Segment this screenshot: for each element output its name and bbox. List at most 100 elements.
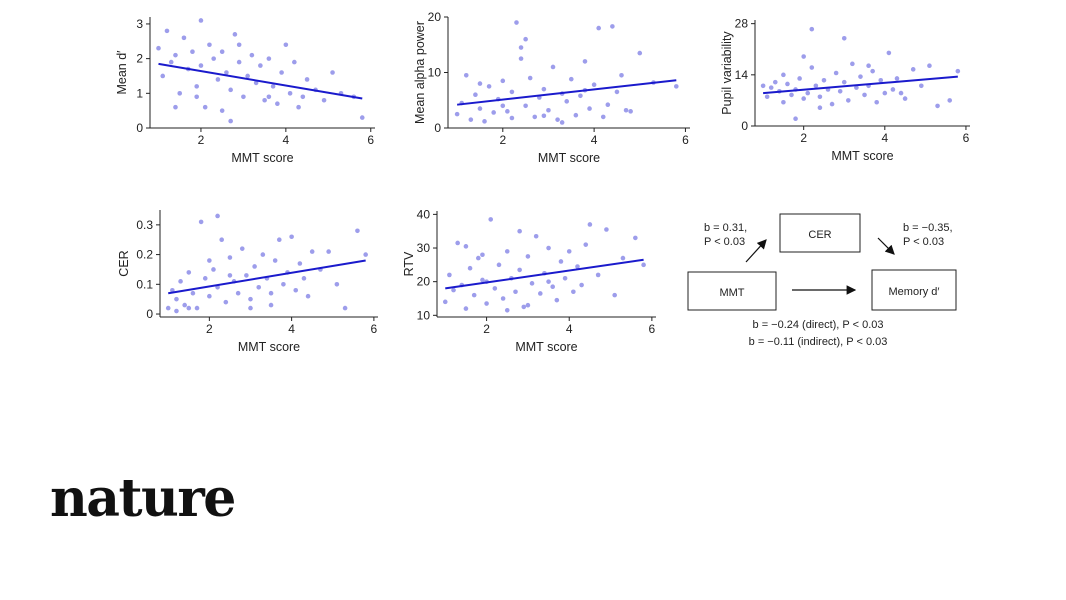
y-axis-label: Mean d′ (115, 50, 129, 95)
data-point (300, 94, 306, 100)
data-point (833, 70, 839, 76)
data-point (846, 98, 851, 103)
data-point (359, 115, 365, 120)
data-point (236, 59, 242, 65)
y-tick-label: 3 (136, 17, 143, 31)
data-point (266, 94, 272, 100)
data-point (555, 117, 560, 122)
data-point (287, 91, 293, 96)
data-point (566, 249, 572, 254)
data-point (927, 63, 932, 68)
data-point (817, 94, 823, 100)
data-point (477, 106, 483, 111)
data-point (801, 96, 806, 101)
cer-box-label: CER (808, 229, 831, 241)
data-point (500, 103, 506, 109)
data-point (164, 28, 170, 34)
data-point (488, 217, 494, 222)
x-tick-label: 4 (591, 133, 598, 147)
data-point (890, 87, 896, 92)
data-point (289, 234, 294, 240)
data-point (841, 35, 847, 41)
data-point (546, 245, 551, 251)
data-point (809, 26, 815, 32)
data-point (517, 267, 522, 273)
trend-line (763, 75, 958, 95)
data-point (518, 45, 524, 50)
data-point (190, 49, 195, 54)
y-axis-label: Pupil variability (720, 31, 734, 115)
y-tick-label: 0.2 (136, 248, 153, 262)
data-point (227, 273, 233, 278)
data-point (363, 252, 368, 257)
data-point (451, 287, 456, 293)
x-tick-label: 6 (963, 131, 970, 145)
data-point (454, 111, 460, 117)
data-point (279, 70, 284, 75)
data-point (252, 264, 257, 269)
data-point (591, 82, 597, 88)
data-point (219, 237, 224, 243)
data-point (224, 70, 229, 75)
data-point (198, 63, 204, 68)
data-point (571, 289, 576, 295)
data-point (492, 286, 498, 291)
data-point (182, 302, 187, 308)
data-point (239, 246, 245, 251)
data-point (562, 276, 568, 281)
data-point (583, 242, 589, 247)
path-b-p: P < 0.03 (903, 236, 944, 248)
data-point (801, 54, 806, 59)
data-point (296, 104, 301, 110)
data-point (550, 284, 555, 290)
data-point (785, 81, 790, 87)
data-point (165, 305, 171, 311)
y-tick-label: 28 (735, 17, 749, 31)
data-point (194, 305, 200, 311)
data-point (342, 305, 348, 311)
data-point (211, 267, 216, 272)
data-point (480, 277, 485, 283)
cer-box (779, 213, 861, 253)
data-point (473, 92, 478, 97)
data-point (789, 92, 794, 98)
data-point (523, 103, 528, 109)
mmt-box (687, 271, 777, 311)
data-point (202, 276, 208, 281)
y-tick-label: 0.3 (136, 218, 153, 232)
y-tick-label: 0 (434, 121, 441, 135)
data-point (463, 72, 469, 78)
data-point (821, 78, 827, 83)
path-a-coef: b = 0.31, (704, 222, 747, 234)
memory-box-label: Memory d′ (889, 286, 940, 298)
data-point (533, 233, 539, 239)
data-point (223, 299, 229, 305)
data-point (482, 119, 487, 124)
arrow-mmt-to-cer (745, 239, 767, 263)
data-point (529, 281, 535, 286)
data-point (178, 279, 183, 284)
data-point (447, 272, 452, 278)
data-point (554, 297, 560, 303)
data-point (262, 97, 267, 103)
data-point (330, 70, 335, 75)
data-point (582, 59, 588, 64)
data-point (620, 255, 626, 261)
data-point (760, 83, 766, 89)
trend-line (168, 259, 366, 295)
data-point (894, 76, 900, 81)
y-tick-label: 0 (741, 119, 748, 133)
data-point (596, 25, 601, 31)
data-point (275, 101, 280, 107)
y-tick-label: 0 (146, 307, 153, 321)
data-point (236, 42, 242, 48)
data-point (862, 92, 867, 98)
data-point (514, 20, 519, 25)
trend-line (457, 79, 677, 106)
data-point (518, 56, 524, 61)
data-point (886, 50, 892, 56)
data-point (772, 79, 778, 85)
data-point (202, 104, 208, 110)
data-point (870, 68, 875, 74)
